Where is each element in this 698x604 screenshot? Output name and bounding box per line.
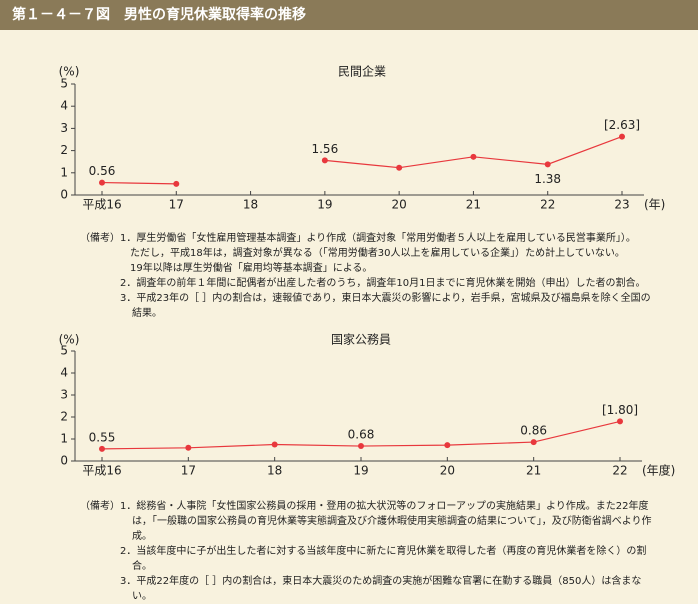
notes-label: （備考） — [80, 501, 120, 512]
x-tick-label: 19 — [353, 464, 368, 478]
x-axis-label: (年) — [644, 198, 665, 212]
data-label: [1.80] — [602, 403, 638, 417]
data-point — [530, 439, 537, 446]
x-tick-label: 20 — [392, 198, 407, 212]
y-tick-label: 4 — [60, 366, 68, 380]
data-label: [2.63] — [604, 118, 640, 132]
x-tick-label: 19 — [317, 198, 332, 212]
notes-list: 1．厚生労働省「女性雇用管理基本調査」より作成（調査対象「常用労働者５人以上を雇… — [120, 231, 660, 321]
data-point — [185, 444, 192, 451]
notes-list: 1．総務省・人事院「女性国家公務員の採用・登用の拡大状況等のフォローアップの実施… — [120, 499, 660, 604]
data-point — [358, 443, 364, 450]
x-tick-label: 平成16 — [82, 464, 121, 478]
y-tick-label: 1 — [60, 165, 68, 179]
note: 1．総務省・人事院「女性国家公務員の採用・登用の拡大状況等のフォローアップの実施… — [120, 501, 652, 542]
data-label: 0.86 — [520, 424, 547, 438]
data-point — [444, 442, 451, 449]
chart-title: 国家公務員 — [331, 332, 391, 347]
x-tick-label: 21 — [526, 464, 541, 478]
notes-label: （備考） — [80, 233, 120, 244]
y-axis-label: (%) — [59, 333, 80, 347]
x-tick-label: 18 — [243, 198, 258, 212]
data-point — [617, 418, 623, 425]
x-tick-label: 20 — [440, 464, 455, 478]
data-point — [271, 441, 278, 448]
y-axis-label: (%) — [59, 65, 80, 79]
y-tick-label: 2 — [60, 410, 68, 424]
x-tick-label: 23 — [614, 198, 629, 212]
note: 2．調査年の前年１年間に配偶者が出産した者のうち，調査年10月1日までに育児休業… — [120, 278, 646, 289]
notes: （備考） 1．総務省・人事院「女性国家公務員の採用・登用の拡大状況等のフォローア… — [80, 499, 660, 604]
data-point — [544, 161, 551, 168]
y-tick-label: 3 — [60, 388, 68, 402]
note: 19年以降は厚生労働省「雇用均等基本調査」による。 — [120, 263, 373, 274]
x-tick-label: 22 — [540, 198, 555, 212]
data-label: 0.68 — [348, 428, 375, 442]
y-tick-label: 0 — [60, 188, 68, 202]
y-tick-label: 5 — [60, 77, 68, 91]
data-point — [619, 133, 625, 140]
data-point — [470, 153, 477, 160]
header-title: 第１－４－７図 男性の育児休業取得率の推移 — [0, 0, 698, 30]
y-tick-label: 2 — [60, 143, 68, 157]
data-label: 0.55 — [89, 430, 116, 444]
data-point — [99, 179, 105, 186]
data-point — [173, 180, 180, 187]
data-point — [99, 445, 105, 452]
y-tick-label: 1 — [60, 432, 68, 446]
y-tick-label: 0 — [60, 454, 68, 468]
note: 3．平成23年の［ ］内の割合は，速報値であり，東日本大震災の影響により，岩手県… — [120, 293, 651, 319]
data-label: 0.56 — [89, 164, 116, 178]
notes: （備考） 1．厚生労働省「女性雇用管理基本調査」より作成（調査対象「常用労働者５… — [80, 231, 660, 321]
x-axis-label: (年度) — [642, 463, 675, 478]
note: ただし，平成18年は，調査対象が異なる（「常用労働者30人以上を雇用している企業… — [120, 248, 625, 259]
y-tick-label: 4 — [60, 99, 68, 113]
x-tick-label: 18 — [267, 464, 282, 478]
note: 1．厚生労働省「女性雇用管理基本調査」より作成（調査対象「常用労働者５人以上を雇… — [120, 233, 636, 244]
data-point — [396, 164, 403, 171]
x-tick-label: 21 — [466, 198, 481, 212]
x-tick-label: 22 — [612, 464, 627, 478]
data-point — [321, 157, 328, 164]
y-tick-label: 3 — [60, 121, 68, 135]
x-tick-label: 17 — [169, 198, 184, 212]
x-tick-label: 17 — [181, 464, 196, 478]
data-label: 1.56 — [311, 142, 338, 156]
data-label: 1.38 — [534, 172, 561, 186]
y-tick-label: 5 — [60, 344, 68, 358]
chart-title: 民間企業 — [338, 64, 386, 79]
note: 2．当該年度中に子が出生した者に対する当該年度中に新たに育児休業を取得した者（再… — [120, 546, 647, 572]
x-tick-label: 平成16 — [82, 198, 121, 212]
